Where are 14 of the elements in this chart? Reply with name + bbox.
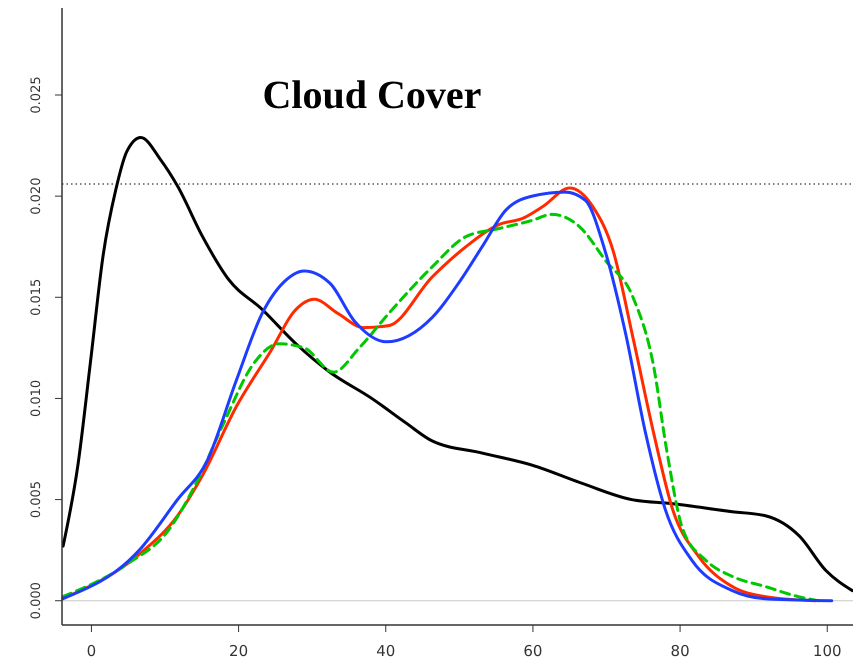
y-tick-label: 0.005 xyxy=(29,480,44,518)
x-tick-label: 80 xyxy=(670,642,690,660)
x-tick-label: 0 xyxy=(86,642,96,660)
y-tick-label: 0.010 xyxy=(29,380,44,418)
x-tick-label: 20 xyxy=(229,642,248,660)
line-series xyxy=(62,136,853,592)
x-tick-label: 40 xyxy=(376,642,396,660)
y-tick-label: 0.025 xyxy=(29,76,44,114)
x-tick-label: 100 xyxy=(812,642,842,660)
x-tick-label: 60 xyxy=(523,642,542,660)
y-tick-label: 0.020 xyxy=(29,178,44,215)
y-tick-label: 0.000 xyxy=(29,582,44,620)
text: Cloud Cover xyxy=(262,72,482,117)
y-tick-label: 0.015 xyxy=(29,278,44,316)
